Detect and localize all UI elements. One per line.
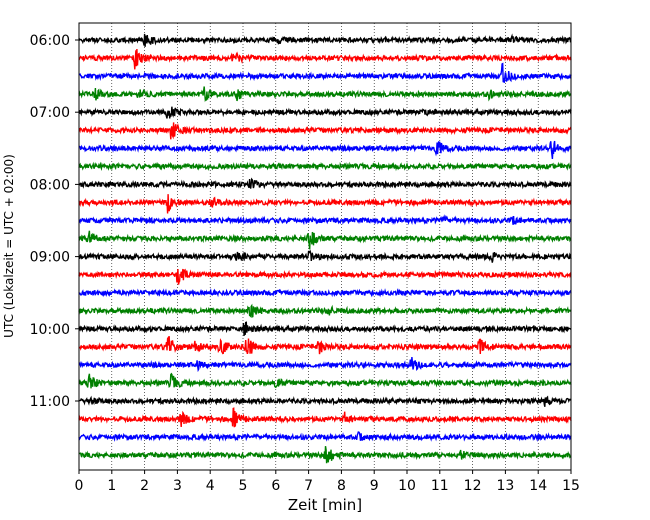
x-tick-label: 1 xyxy=(107,478,116,494)
y-tick-label: 07:00 xyxy=(30,105,70,121)
trace-1000 xyxy=(78,321,572,336)
trace-0930 xyxy=(78,288,572,298)
trace-0745 xyxy=(78,161,572,172)
y-tick-label: 06:00 xyxy=(30,33,70,49)
x-tick-label: 9 xyxy=(370,478,379,494)
plot-frame xyxy=(78,22,572,471)
trace-1030 xyxy=(78,357,572,373)
trace-0900 xyxy=(78,249,572,263)
trace-1100 xyxy=(78,395,572,407)
trace-0815 xyxy=(78,194,572,214)
trace-0700 xyxy=(78,106,572,119)
trace-0715 xyxy=(78,122,572,140)
x-tick-label: 7 xyxy=(304,478,313,494)
vertical-grid xyxy=(111,23,539,470)
trace-0600 xyxy=(78,33,572,47)
x-tick-label: 2 xyxy=(140,478,149,494)
trace-0915 xyxy=(78,268,572,285)
trace-1130 xyxy=(78,431,572,443)
trace-group xyxy=(78,33,572,464)
y-tick-label: 11:00 xyxy=(30,394,70,410)
y-tick-label: 08:00 xyxy=(30,177,70,193)
y-tick-label: 10:00 xyxy=(30,322,70,338)
x-axis-label: Zeit [min] xyxy=(288,496,362,514)
x-tick-label: 3 xyxy=(173,478,182,494)
x-tick-label: 13 xyxy=(496,478,514,494)
x-tick-label: 14 xyxy=(529,478,547,494)
y-axis-label: UTC (Lokalzeit = UTC + 02:00) xyxy=(2,154,16,338)
trace-0730 xyxy=(79,140,572,159)
x-tick-label: 11 xyxy=(431,478,449,494)
trace-1015 xyxy=(78,335,572,355)
x-tick-label: 4 xyxy=(206,478,215,494)
x-tick-label: 8 xyxy=(337,478,346,494)
trace-0615 xyxy=(78,48,572,70)
y-axis-ticks: 06:00 07:00 08:00 09:00 10:00 11:00 xyxy=(30,33,79,410)
trace-1045 xyxy=(78,372,572,389)
x-tick-label: 15 xyxy=(562,478,580,494)
x-tick-label: 10 xyxy=(398,478,416,494)
trace-0945 xyxy=(78,303,572,318)
x-tick-label: 0 xyxy=(75,478,84,494)
x-tick-label: 5 xyxy=(239,478,248,494)
trace-0630 xyxy=(78,62,572,83)
trace-1145 xyxy=(78,445,572,464)
trace-0830 xyxy=(78,214,572,226)
x-axis-ticks: 0 1 2 3 4 5 6 7 8 9 10 11 12 13 14 15 xyxy=(75,470,580,494)
trace-1115 xyxy=(78,407,572,428)
x-tick-label: 6 xyxy=(271,478,280,494)
trace-0845 xyxy=(78,230,572,250)
y-tick-label: 09:00 xyxy=(30,250,70,266)
trace-0800 xyxy=(79,177,572,190)
trace-0645 xyxy=(78,86,572,103)
x-tick-label: 12 xyxy=(464,478,482,494)
